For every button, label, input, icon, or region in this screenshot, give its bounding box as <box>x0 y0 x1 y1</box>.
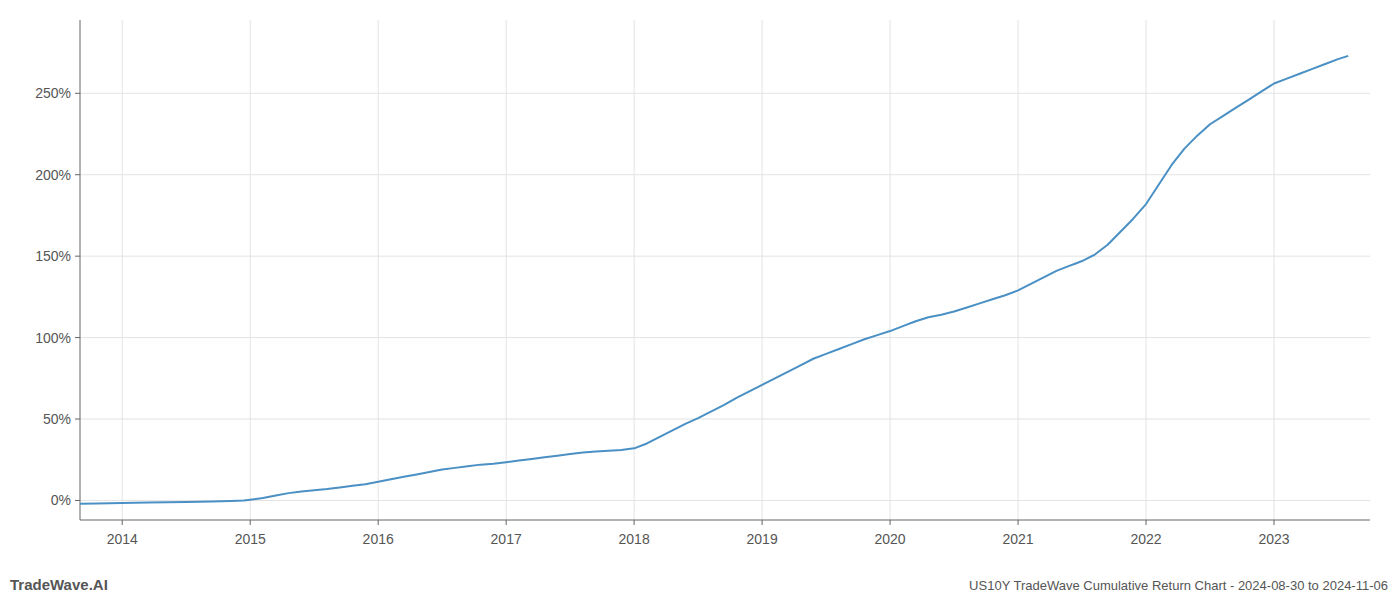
grid <box>80 20 1370 520</box>
y-tick <box>75 93 80 94</box>
y-tick <box>75 500 80 501</box>
x-tick-label: 2015 <box>235 531 266 547</box>
y-axis-line <box>80 20 81 520</box>
x-grid-line <box>122 20 123 520</box>
x-grid-line <box>1146 20 1147 520</box>
y-tick-label: 250% <box>35 85 71 101</box>
title: US10Y TradeWave Cumulative Return Chart … <box>969 578 1388 593</box>
x-tick <box>250 520 251 525</box>
x-tick-label: 2017 <box>491 531 522 547</box>
y-tick <box>75 256 80 257</box>
y-grid-line <box>80 419 1370 420</box>
x-tick <box>378 520 379 525</box>
x-grid-line <box>762 20 763 520</box>
x-grid-line <box>506 20 507 520</box>
plot-area <box>80 56 1348 504</box>
y-tick-label: 0% <box>51 492 71 508</box>
x-tick <box>1146 520 1147 525</box>
x-tick <box>122 520 123 525</box>
x-tick <box>634 520 635 525</box>
data-line <box>80 56 1348 504</box>
y-grid-line <box>80 337 1370 338</box>
x-grid-line <box>250 20 251 520</box>
x-tick-label: 2020 <box>875 531 906 547</box>
y-tick <box>75 174 80 175</box>
y-tick-label: 200% <box>35 167 71 183</box>
y-tick <box>75 337 80 338</box>
y-tick-label: 100% <box>35 330 71 346</box>
y-grid-line <box>80 256 1370 257</box>
x-grid-line <box>1018 20 1019 520</box>
x-tick-label: 2021 <box>1002 531 1033 547</box>
x-tick-label: 2022 <box>1130 531 1161 547</box>
x-grid-line <box>1274 20 1275 520</box>
y-grid-line <box>80 500 1370 501</box>
axes: 2014 2015 2016 2017 2018 2019 2020 2021 2022 2023… <box>35 20 1370 547</box>
y-grid-line <box>80 93 1370 94</box>
y-grid-line <box>80 174 1370 175</box>
x-tick-label: 2019 <box>747 531 778 547</box>
x-grid-line <box>378 20 379 520</box>
x-grid-line <box>634 20 635 520</box>
x-axis-line <box>80 520 1370 521</box>
x-tick-label: 2016 <box>363 531 394 547</box>
y-tick-label: 50% <box>43 411 71 427</box>
x-tick <box>762 520 763 525</box>
watermark: TradeWave.AI <box>10 576 108 593</box>
y-tick-label: 150% <box>35 248 71 264</box>
x-tick-label: 2014 <box>107 531 138 547</box>
x-tick-label: 2023 <box>1258 531 1289 547</box>
x-grid-line <box>890 20 891 520</box>
x-tick <box>506 520 507 525</box>
x-tick-label: 2018 <box>619 531 650 547</box>
chart: 2014 2015 2016 2017 2018 2019 2020 2021 2022 2023… <box>0 0 1400 600</box>
x-tick <box>890 520 891 525</box>
x-tick <box>1274 520 1275 525</box>
x-tick <box>1018 520 1019 525</box>
y-tick <box>75 419 80 420</box>
